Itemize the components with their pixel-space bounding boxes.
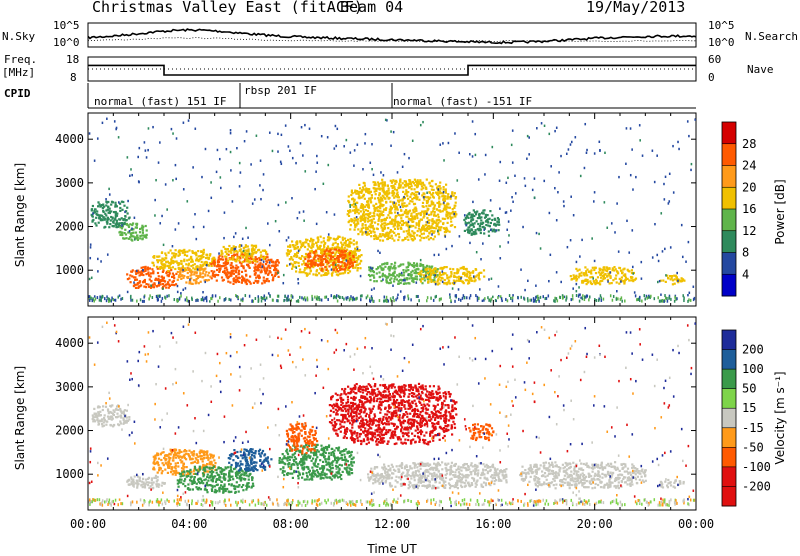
power-data [89,118,696,304]
power-colorbar-swatch [722,166,736,188]
y-tick-label: 2000 [55,220,84,234]
velocity-colorbar-tick-label: 15 [742,401,756,415]
velocity-data [89,322,696,508]
sky-panel-frame [88,23,696,47]
y-tick-label: 4000 [55,336,84,350]
velocity-colorbar-tick-label: 50 [742,382,756,396]
frequency-line [88,65,696,75]
velocity-colorbar-swatch [722,389,736,409]
power-colorbar-tick-label: 8 [742,246,749,260]
power-colorbar-tick-label: 20 [742,180,756,194]
power-colorbar-tick-label: 28 [742,137,756,151]
power-colorbar-tick-label: 12 [742,224,756,238]
x-tick-label: 04:00 [171,517,207,531]
power-colorbar-swatch [722,122,736,144]
velocity-colorbar-tick-label: 200 [742,343,764,357]
y-tick-label: 2000 [55,424,84,438]
velocity-colorbar-swatch [722,350,736,370]
power-colorbar-tick-label: 16 [742,202,756,216]
velocity-colorbar-tick-label: -200 [742,479,771,493]
power-colorbar-swatch [722,187,736,209]
velocity-colorbar-swatch [722,428,736,448]
power-colorbar-swatch [722,253,736,275]
power-colorbar-tick-label: 4 [742,267,749,281]
power-colorbar-swatch [722,274,736,296]
y-tick-label: 1000 [55,467,84,481]
velocity-colorbar-tick-label: 100 [742,362,764,376]
power-colorbar-swatch [722,209,736,231]
x-tick-label: 16:00 [475,517,511,531]
velocity-colorbar-swatch [722,486,736,506]
power-colorbar-swatch [722,231,736,253]
x-tick-label: 00:00 [678,517,714,531]
y-tick-label: 3000 [55,380,84,394]
velocity-colorbar-swatch [722,447,736,467]
y-tick-label: 3000 [55,176,84,190]
velocity-colorbar-tick-label: -15 [742,421,764,435]
x-tick-label: 08:00 [273,517,309,531]
velocity-colorbar-swatch [722,408,736,428]
power-colorbar-swatch [722,144,736,166]
velocity-colorbar-tick-label: -100 [742,460,771,474]
x-tick-label: 00:00 [70,517,106,531]
y-tick-label: 1000 [55,263,84,277]
power-colorbar-tick-label: 24 [742,159,756,173]
y-tick-label: 4000 [55,132,84,146]
x-tick-label: 12:00 [374,517,410,531]
velocity-colorbar-swatch [722,330,736,350]
velocity-colorbar-tick-label: -50 [742,440,764,454]
velocity-colorbar-swatch [722,369,736,389]
x-tick-label: 20:00 [577,517,613,531]
velocity-colorbar-swatch [722,467,736,487]
